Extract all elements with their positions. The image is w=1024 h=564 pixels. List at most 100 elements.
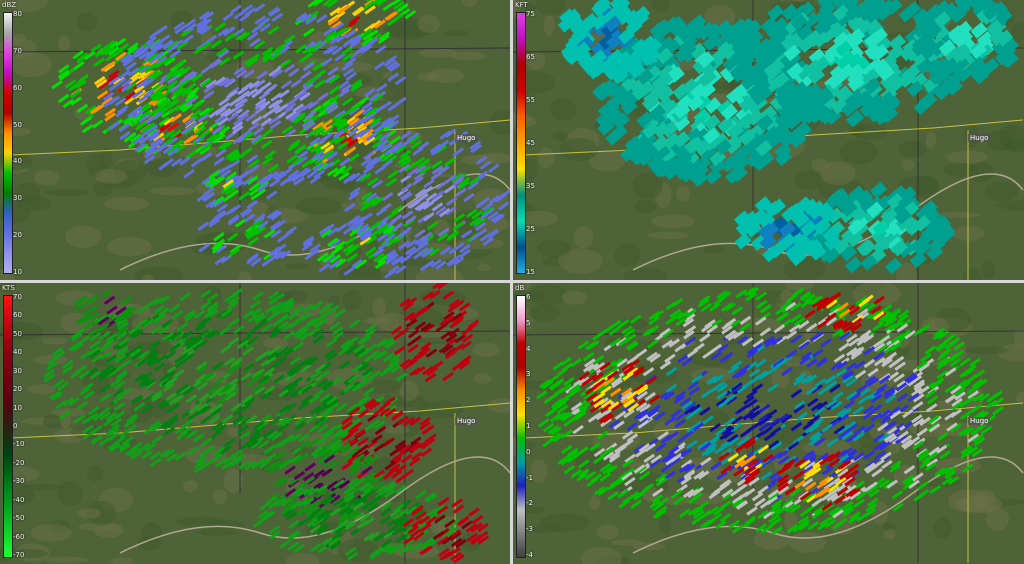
- radar-echo: [962, 426, 975, 437]
- radar-echo: [148, 341, 161, 351]
- radar-echo: [881, 459, 893, 470]
- radar-echo: [300, 363, 312, 373]
- radar-echo: [457, 517, 469, 527]
- radar-echo: [168, 402, 181, 413]
- radar-echo: [329, 525, 342, 535]
- radar-echo: [155, 354, 168, 364]
- radar-echo: [309, 498, 321, 509]
- radar-echo: [751, 343, 763, 353]
- radar-echo: [635, 448, 647, 458]
- radar-echo: [407, 329, 420, 339]
- radar-echo: [392, 0, 405, 11]
- radar-echo: [635, 465, 647, 475]
- radar-echo: [746, 398, 758, 408]
- radar-echo: [408, 456, 421, 467]
- radar-echo: [445, 196, 458, 206]
- echo-tops-panel[interactable]: KFT 75 65 55 45 35 25 15 Hugo: [513, 0, 1024, 280]
- radar-echo: [636, 68, 654, 86]
- radar-echo: [290, 112, 303, 123]
- terrain: [788, 531, 827, 553]
- terrain: [898, 140, 927, 158]
- radar-echo: [198, 243, 210, 253]
- radar-echo: [400, 130, 412, 140]
- radar-echo: [720, 155, 738, 173]
- radar-echo: [358, 408, 370, 419]
- radar-echo: [231, 356, 243, 367]
- radar-echo: [314, 363, 327, 373]
- radar-echo: [282, 381, 294, 392]
- radar-echo: [802, 465, 814, 475]
- terrain: [43, 189, 90, 196]
- radar-echo: [986, 19, 1004, 36]
- radar-echo: [292, 341, 304, 352]
- radar-echo: [754, 497, 766, 507]
- radar-echo: [371, 179, 383, 189]
- radar-echo: [692, 421, 705, 432]
- radar-echo: [342, 341, 354, 351]
- radar-echo: [414, 228, 426, 239]
- radar-echo: [787, 441, 800, 451]
- radar-echo: [305, 507, 318, 517]
- radar-echo: [636, 111, 654, 129]
- radar-echo: [388, 545, 400, 556]
- radar-echo: [551, 398, 564, 408]
- radar-echo: [341, 421, 354, 431]
- radar-echo: [115, 371, 128, 382]
- radar-echo: [400, 192, 413, 202]
- differential-reflectivity-panel[interactable]: dB 6 5 4 3 2 1 0 -1 -2 -3 -4 Hugo: [513, 283, 1024, 564]
- radar-echo: [639, 35, 658, 53]
- radar-echo: [420, 540, 433, 551]
- radar-echo: [105, 411, 118, 422]
- radar-echo: [59, 409, 71, 420]
- radar-echo: [782, 98, 801, 116]
- radar-echo: [849, 490, 862, 501]
- radar-echo: [811, 348, 824, 358]
- radar-echo: [118, 69, 131, 80]
- velocity-panel[interactable]: KTS 70 60 50 40 30 20 10 0 -10 -20 -30 -40 -50 -60 -70 H…: [0, 283, 510, 564]
- radar-echo: [681, 356, 694, 367]
- radar-echo: [150, 325, 163, 335]
- radar-echo: [321, 118, 334, 129]
- radar-echo: [310, 507, 323, 517]
- radar-echo: [420, 261, 433, 271]
- radar-echo: [907, 392, 920, 403]
- radar-echo: [221, 460, 233, 470]
- radar-echo: [392, 255, 405, 266]
- radar-echo: [210, 429, 223, 439]
- radar-echo: [443, 157, 456, 167]
- radar-echo: [813, 406, 826, 417]
- radar-echo: [321, 379, 334, 390]
- radar-echo: [377, 34, 390, 44]
- radar-echo: [146, 143, 158, 154]
- radar-echo: [767, 383, 779, 393]
- radar-echo: [655, 473, 667, 483]
- radar-echo: [196, 406, 209, 416]
- radar-echo: [140, 123, 153, 134]
- radar-echo: [684, 405, 696, 415]
- radar-echo: [285, 226, 297, 236]
- radar-echo: [828, 486, 841, 496]
- radar-echo: [150, 42, 162, 52]
- radar-echo: [326, 227, 339, 237]
- radar-echo: [412, 146, 424, 156]
- radar-echo: [817, 452, 829, 462]
- radar-echo: [706, 375, 718, 385]
- radar-echo: [443, 549, 456, 560]
- radar-echo: [207, 304, 219, 314]
- reflectivity-panel[interactable]: dBZ 80 70 60 50 40 30 20 10 Hugo: [0, 0, 510, 280]
- radar-echo: [897, 313, 909, 324]
- radar-echo: [233, 10, 246, 20]
- radar-echo: [184, 93, 197, 103]
- radar-echo: [362, 118, 374, 128]
- radar-echo: [302, 486, 315, 496]
- radar-echo: [732, 524, 744, 534]
- radar-echo: [345, 345, 358, 355]
- radar-echo: [933, 11, 952, 28]
- radar-echo: [852, 405, 865, 416]
- terrain: [946, 150, 989, 164]
- radar-echo: [348, 191, 360, 201]
- radar-echo: [176, 40, 189, 50]
- radar-echo: [236, 339, 249, 350]
- radar-echo: [198, 328, 210, 339]
- radar-echo: [384, 339, 396, 350]
